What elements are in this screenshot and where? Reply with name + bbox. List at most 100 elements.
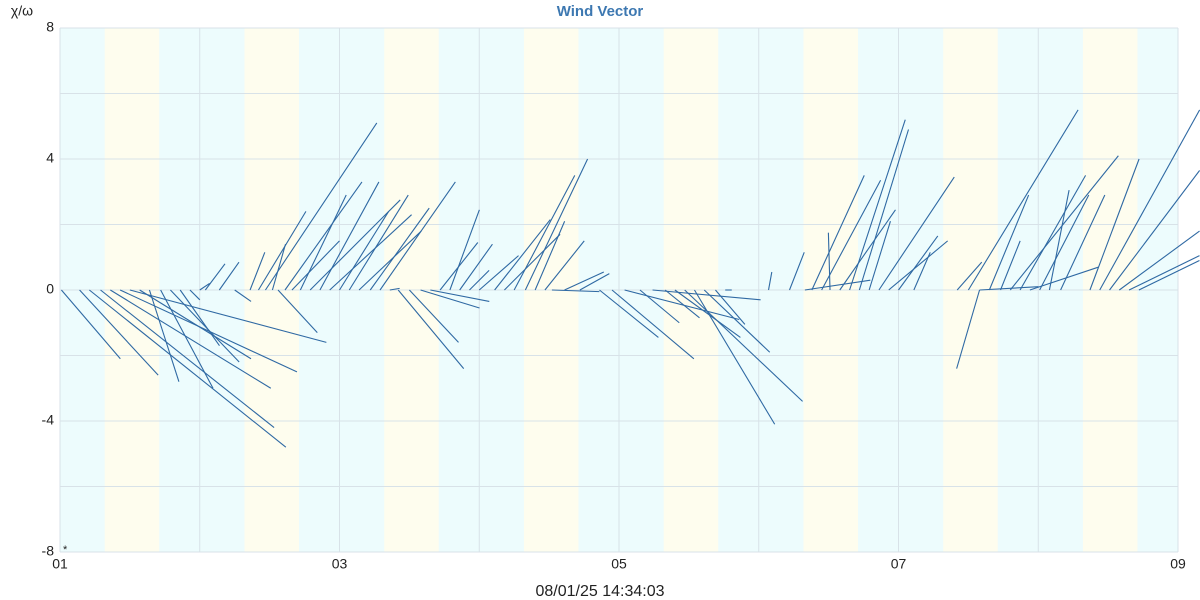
y-tick-label: 4 <box>46 150 54 166</box>
wind-vector <box>408 289 459 343</box>
wind-vector <box>1089 158 1140 291</box>
wind-vector <box>148 289 180 382</box>
wind-vector <box>544 240 585 291</box>
x-tick-label: 03 <box>332 556 348 572</box>
wind-vector <box>821 180 882 291</box>
wind-vector <box>551 289 600 293</box>
wind-vector <box>703 289 771 353</box>
wind-vector <box>639 289 680 324</box>
x-tick-label: 05 <box>611 556 627 572</box>
wind-vector <box>611 289 695 360</box>
wind-vector <box>858 129 910 291</box>
wind-vector <box>1019 175 1087 291</box>
wind-vector <box>674 289 741 338</box>
wind-vector <box>878 176 955 291</box>
wind-vector <box>379 181 456 291</box>
wind-vector <box>849 119 906 291</box>
y-tick-label: -4 <box>42 412 55 428</box>
wind-vector <box>358 230 422 291</box>
wind-vector <box>624 289 740 321</box>
x-tick-label: 09 <box>1170 556 1186 572</box>
wind-vector <box>160 289 214 389</box>
wind-vector <box>534 221 566 291</box>
wind-vector <box>234 289 252 302</box>
wind-vector <box>504 233 561 291</box>
wind-vector <box>369 207 430 291</box>
wind-vector <box>79 289 159 376</box>
wind-vector <box>478 255 519 291</box>
y-tick-label: 8 <box>46 19 54 35</box>
wind-vector <box>1009 155 1119 291</box>
wind-vector <box>1048 190 1070 291</box>
wind-vector <box>524 158 589 291</box>
y-tick-label: 0 <box>46 281 54 297</box>
wind-vector <box>199 282 210 291</box>
wind-vector <box>898 235 939 291</box>
wind-vector <box>100 289 275 428</box>
wind-vector <box>767 271 773 291</box>
wind-vector <box>309 199 401 291</box>
wind-vector <box>804 279 871 291</box>
wind-vector <box>110 289 272 389</box>
wind-vector <box>257 211 307 291</box>
wind-vector <box>988 194 1030 291</box>
wind-vector <box>420 289 480 309</box>
wind-vector <box>956 261 983 291</box>
wind-vector <box>684 289 803 402</box>
wind-vector <box>1109 170 1200 291</box>
wind-vector <box>329 214 412 291</box>
wind-vector <box>284 181 363 291</box>
wind-vector <box>1138 260 1200 291</box>
wind-vector <box>129 289 327 343</box>
chart-title: Wind Vector <box>557 3 644 20</box>
wind-vector <box>339 211 390 291</box>
wind-vector <box>715 289 746 325</box>
wind-vector <box>459 243 493 291</box>
wind-vector <box>868 221 891 291</box>
wind-vector <box>319 181 380 291</box>
wind-vector <box>564 271 605 291</box>
wind-vector <box>1128 255 1200 291</box>
wind-vector <box>299 194 347 291</box>
y-axis-label: χ/ω <box>11 3 33 19</box>
wind-vector <box>469 269 490 291</box>
wind-vector <box>170 289 240 363</box>
wind-vector <box>348 194 409 291</box>
wind-vector <box>664 289 700 319</box>
wind-vector <box>1060 194 1106 291</box>
wind-vector <box>389 287 400 291</box>
wind-vector <box>599 289 659 338</box>
wind-vector <box>1000 240 1021 291</box>
wind-vector <box>89 289 287 448</box>
x-tick-label: 07 <box>891 556 907 572</box>
wind-vector <box>397 289 465 369</box>
wind-vector <box>249 252 266 291</box>
wind-vector <box>449 209 480 291</box>
wind-vector <box>1099 109 1200 291</box>
wind-vector <box>60 289 121 360</box>
wind-vector <box>811 175 865 291</box>
wind-vector <box>956 289 981 369</box>
wind-vector <box>652 289 761 301</box>
wind-vector <box>271 243 287 291</box>
wind-vector <box>291 240 340 291</box>
wind-vector <box>888 240 949 291</box>
wind-vector <box>1039 194 1090 291</box>
wind-vector <box>579 273 610 291</box>
wind-vector <box>1118 230 1200 291</box>
wind-vector <box>788 252 805 291</box>
wind-vector <box>179 289 220 346</box>
wind-vector <box>839 209 896 291</box>
wind-vector <box>494 219 551 291</box>
wind-vector <box>139 289 252 360</box>
annotation: * <box>63 544 68 556</box>
wind-vector <box>827 232 831 291</box>
wind-vector <box>913 252 931 291</box>
wind-vector <box>204 263 226 291</box>
y-tick-label: -8 <box>42 543 55 559</box>
wind-vector <box>430 289 490 303</box>
wind-vector <box>189 289 201 301</box>
wind-vector <box>967 109 1079 291</box>
wind-vector <box>218 261 240 291</box>
